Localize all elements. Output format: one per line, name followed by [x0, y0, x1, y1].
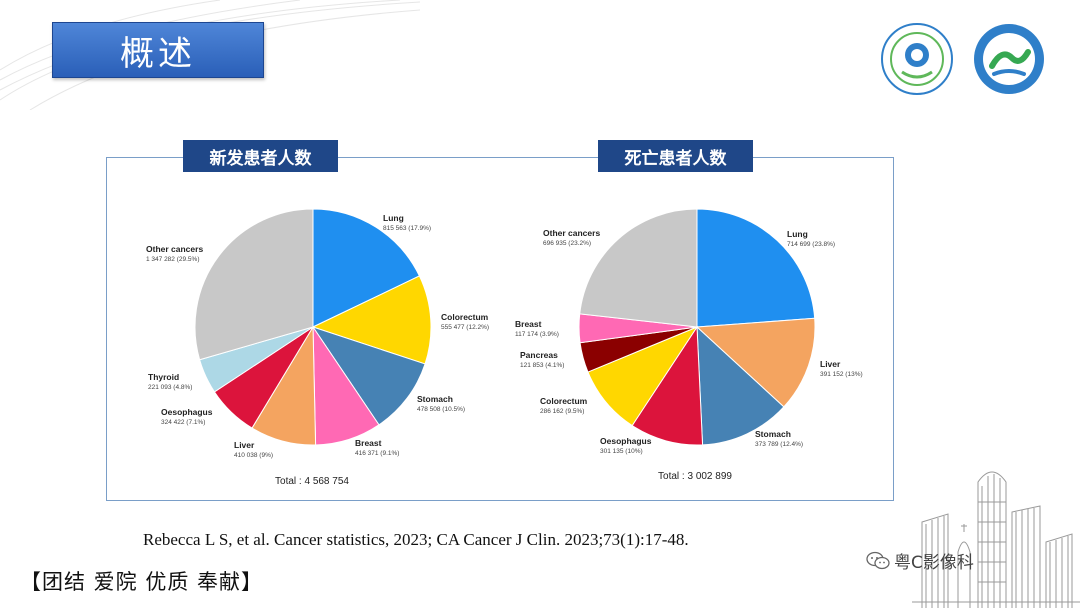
slice-label-liver: Liver: [820, 359, 841, 369]
citation: Rebecca L S, et al. Cancer statistics, 2…: [143, 530, 689, 549]
pie-slice-oesophagus: [631, 325, 704, 446]
slice-label-pancreas: Pancreas: [520, 350, 558, 360]
chart-title-new-cases: 新发患者人数: [183, 140, 338, 172]
slice-label-lung: Lung: [383, 213, 404, 223]
pie-chart-2: [578, 208, 816, 446]
chart-title-deaths: 死亡患者人数: [598, 140, 753, 172]
wechat-icon: [866, 551, 890, 569]
slice-label-oesophagus: Oesophagus: [161, 407, 213, 417]
pie-slice-other-cancers: [579, 208, 698, 328]
slice-label-lung: Lung: [787, 229, 808, 239]
slice-value-liver: 410 038 (9%): [234, 452, 273, 459]
slice-label-oesophagus: Oesophagus: [600, 436, 652, 446]
slice-value-thyroid: 221 093 (4.8%): [148, 384, 192, 391]
pie-slice-liver: [695, 317, 816, 408]
slogan: 【团结 爱院 优质 奉献】: [20, 570, 264, 594]
slice-label-breast: Breast: [355, 438, 382, 448]
slide-title: 概述: [52, 22, 264, 78]
hospital-logo-icon: [974, 24, 1044, 94]
slice-label-stomach: Stomach: [755, 429, 791, 439]
slice-label-breast: Breast: [515, 319, 542, 329]
slice-value-oesophagus: 301 135 (10%): [600, 448, 643, 455]
total-label: Total : 3 002 899: [658, 471, 732, 482]
slice-label-stomach: Stomach: [417, 394, 453, 404]
slice-value-lung: 714 699 (23.8%): [787, 241, 835, 248]
slice-value-other-cancers: 696 935 (23.2%): [543, 240, 591, 247]
slice-label-liver: Liver: [234, 440, 255, 450]
skyline-decoration: [912, 471, 1080, 608]
seal-logo-icon: [881, 23, 953, 95]
slice-value-colorectum: 286 162 (9.5%): [540, 408, 584, 415]
slice-value-lung: 815 563 (17.9%): [383, 225, 431, 232]
pie-slice-lung: [312, 208, 421, 328]
slice-label-colorectum: Colorectum: [441, 312, 489, 322]
slice-value-breast: 117 174 (3.9%): [515, 331, 559, 338]
slice-value-liver: 391 152 (13%): [820, 371, 863, 378]
slice-label-colorectum: Colorectum: [540, 396, 588, 406]
slice-value-other-cancers: 1 347 282 (29.5%): [146, 256, 199, 263]
watermark: 粤C影像科: [866, 548, 974, 573]
slice-label-thyroid: Thyroid: [148, 372, 179, 382]
watermark-text: 粤C影像科: [894, 553, 974, 573]
pie-chart-1: [194, 208, 432, 446]
pie-charts: Lung 815 563 (17.9%) Colorectum 555 477 (12…: [146, 208, 863, 487]
pie-slice-lung: [696, 208, 816, 328]
slice-value-oesophagus: 324 422 (7.1%): [161, 419, 205, 426]
total-label: Total : 4 568 754: [275, 476, 349, 487]
slice-value-pancreas: 121 853 (4.1%): [520, 362, 564, 369]
pie-slice-colorectum: [311, 275, 432, 365]
slice-label-other-cancers: Other cancers: [543, 228, 600, 238]
slice-label-other-cancers: Other cancers: [146, 244, 203, 254]
slice-value-stomach: 478 508 (10.5%): [417, 406, 465, 413]
pie-slice-stomach: [311, 326, 426, 426]
pie-slice-other-cancers: [194, 208, 314, 361]
slice-value-stomach: 373 789 (12.4%): [755, 441, 803, 448]
slice-value-colorectum: 555 477 (12.2%): [441, 324, 489, 331]
pie-slice-stomach: [696, 325, 785, 446]
slice-value-breast: 416 371 (9.1%): [355, 450, 399, 457]
